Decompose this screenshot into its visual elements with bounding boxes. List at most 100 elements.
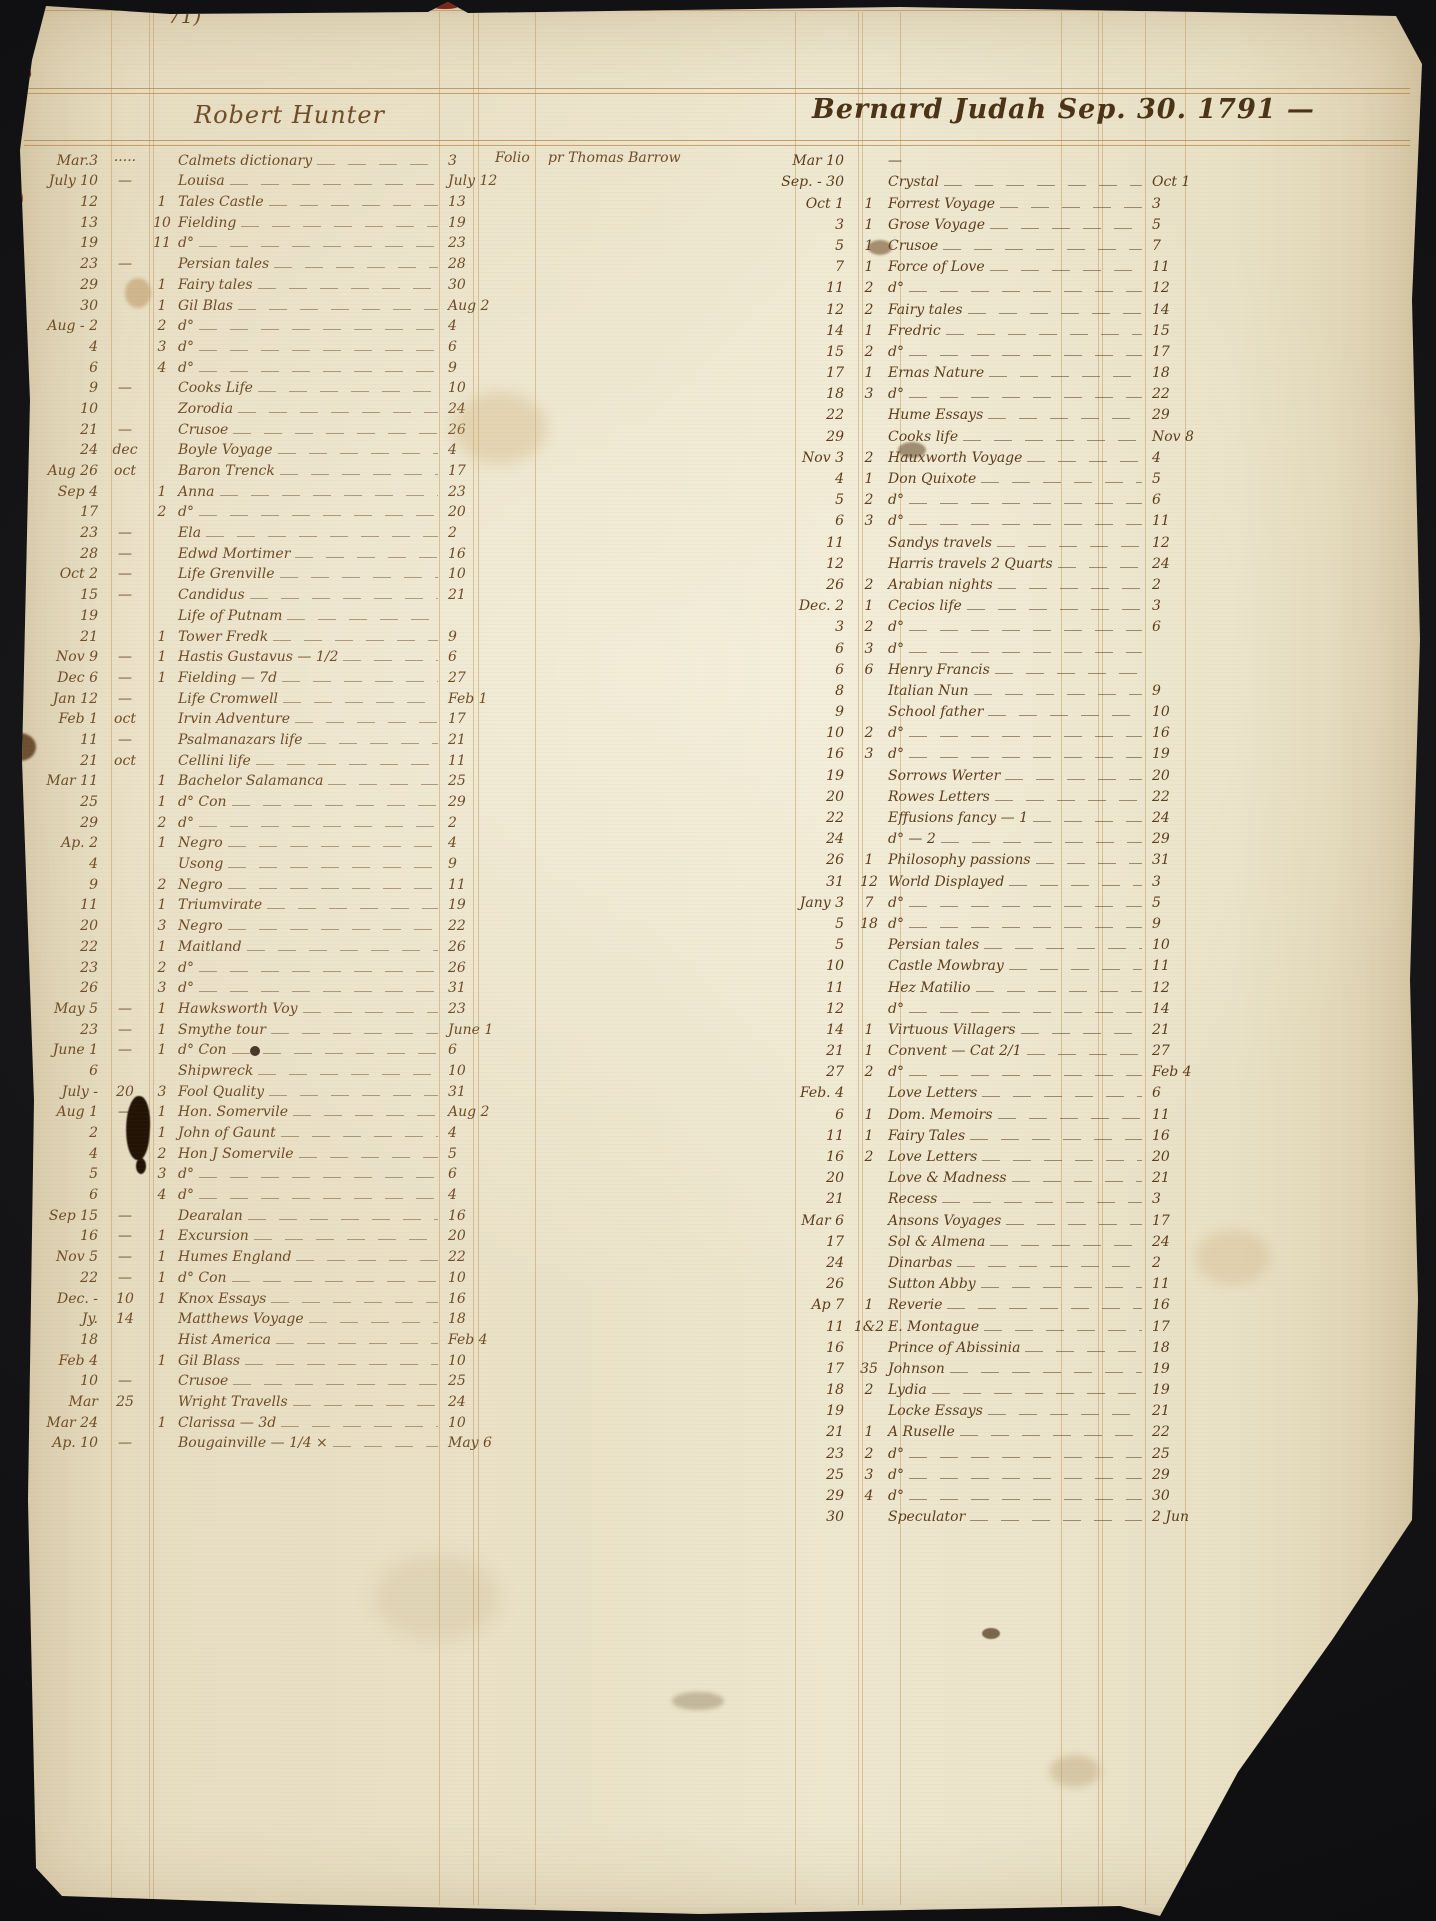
- entry-return-date: 16: [448, 545, 466, 562]
- rule-line: [858, 12, 859, 1905]
- entry-date: Nov 3: [802, 449, 844, 466]
- entry-date: 26: [826, 852, 844, 869]
- entry-title: Excursion: [178, 1228, 249, 1245]
- entry-title-cell: Irvin Adventure: [178, 712, 444, 729]
- entry-return-date: 3: [1152, 195, 1161, 212]
- ledger-row: 27 2 d° Feb 4: [766, 1061, 1196, 1082]
- entry-return-date: 21: [448, 731, 466, 748]
- entry-return-date: 17: [1152, 1318, 1170, 1335]
- entry-title-cell: Fielding — 7d: [178, 671, 444, 688]
- entry-date: 17: [80, 504, 98, 521]
- entry-return-date: 29: [448, 794, 466, 810]
- entry-date: Sep. - 30: [781, 174, 844, 191]
- entry-return-date: 9: [1152, 915, 1161, 932]
- entry-title: Humes England: [178, 1249, 292, 1266]
- entry-qty: 6: [864, 661, 874, 678]
- entry-title-cell: Locke Essays: [888, 1404, 1148, 1421]
- dash-leader: [257, 391, 438, 393]
- entry-title-cell: Hist America: [178, 1333, 444, 1350]
- entry-qty: 1: [864, 1297, 874, 1314]
- entry-title: Castle Mowbray: [888, 958, 1004, 975]
- entry-return-date: 4: [448, 1125, 457, 1141]
- entry-return-date: 22: [448, 1249, 466, 1266]
- dash-leader: [268, 205, 438, 207]
- dash-leader: [277, 453, 438, 455]
- entry-return-date: 10: [448, 1414, 466, 1431]
- entry-title-cell: d°: [888, 726, 1148, 743]
- ledger-row: 11 Sandys travels 12: [766, 531, 1196, 552]
- rule-line: [24, 10, 1410, 11]
- entry-qty: 3: [864, 640, 874, 657]
- entry-title: Dom. Memoirs: [888, 1106, 993, 1123]
- entry-title-cell: Rowes Letters: [888, 790, 1148, 807]
- dash-leader: [258, 1073, 438, 1075]
- entry-date: Feb 1: [58, 711, 98, 728]
- entry-date: Oct 2: [59, 566, 98, 583]
- entry-qty: 1: [157, 773, 167, 790]
- entry-return-date: 24: [1152, 1233, 1170, 1250]
- entry-date: 9: [89, 380, 98, 397]
- entry-title-cell: Fielding: [178, 216, 444, 233]
- entry-title-cell: Hume Essays: [888, 408, 1148, 425]
- entry-qty: 1: [157, 628, 167, 645]
- entry-title-cell: Crusoe: [178, 423, 444, 440]
- entry-title-cell: d°: [888, 896, 1148, 913]
- ledger-row: 2 1 John of Gaunt 4: [40, 1122, 492, 1143]
- entry-title: Italian Nun: [888, 682, 969, 699]
- entry-title: Boyle Voyage: [178, 442, 273, 459]
- entry-title: Convent — Cat 2/1: [888, 1043, 1022, 1060]
- entry-date: 15: [826, 343, 844, 360]
- entry-qty: 3: [157, 980, 167, 997]
- entry-return-date: 19: [448, 897, 466, 914]
- entry-date: 12: [826, 555, 844, 572]
- entry-date: 5: [835, 492, 844, 509]
- ledger-row: 22 Effusions fancy — 1 24: [766, 807, 1196, 828]
- entry-title-cell: Fairy tales: [888, 303, 1148, 320]
- entry-title-cell: Love & Madness: [888, 1171, 1148, 1188]
- entry-return-date: 3: [1152, 873, 1161, 890]
- dash-leader: [931, 1393, 1142, 1395]
- dash-leader: [973, 693, 1142, 695]
- ledger-row: Jy. 14 Matthews Voyage 18: [40, 1309, 492, 1330]
- entry-return-date: 25: [1152, 1445, 1170, 1462]
- entry-return-date: 21: [1152, 1170, 1170, 1187]
- entry-qty: 4: [157, 1187, 167, 1204]
- entry-date: 6: [835, 661, 844, 678]
- dash-leader: [227, 929, 438, 931]
- entry-return-date: 10: [448, 1062, 466, 1079]
- dash-leader: [267, 908, 438, 910]
- ledger-row: 22 1 Maitland 26: [40, 936, 492, 957]
- entry-qty: 1: [157, 483, 167, 500]
- entry-title: d°: [888, 492, 904, 509]
- dash-leader: [198, 370, 438, 372]
- dash-leader: [1033, 821, 1142, 822]
- entry-return-date: 11: [1152, 1276, 1170, 1293]
- entry-date: 11: [826, 280, 844, 297]
- dash-leader: [988, 715, 1142, 717]
- entry-date: 22: [80, 938, 98, 955]
- entry-title-cell: Lydia: [888, 1383, 1148, 1400]
- ledger-row: 21 — Crusoe 26: [40, 419, 492, 440]
- dash-leader: [1025, 1350, 1142, 1352]
- entry-title: d°: [888, 513, 904, 530]
- dash-leader: [908, 503, 1142, 505]
- entry-title: d°: [178, 359, 194, 376]
- dash-leader: [989, 270, 1142, 272]
- entry-qty: 2: [157, 504, 167, 521]
- rule-line: [149, 12, 150, 1905]
- entry-date: 10: [80, 1373, 98, 1390]
- entry-title: d°: [888, 1064, 904, 1081]
- entry-qty: 2: [864, 1149, 874, 1165]
- entry-qty: 1: [157, 1414, 167, 1431]
- entry-qty: 7: [864, 894, 874, 911]
- entry-date: 21: [826, 1043, 844, 1060]
- dash-leader: [198, 246, 438, 248]
- lender-note: pr Thomas Barrow: [548, 149, 681, 166]
- entry-return-date: July 12: [448, 173, 498, 190]
- dash-leader: [307, 742, 438, 744]
- dash-leader: [908, 630, 1142, 632]
- entry-title-cell: Fool Quality: [178, 1085, 444, 1102]
- entry-qty: [146, 1450, 178, 1453]
- dash-leader: [229, 184, 438, 186]
- entry-title: Forrest Voyage: [888, 195, 996, 212]
